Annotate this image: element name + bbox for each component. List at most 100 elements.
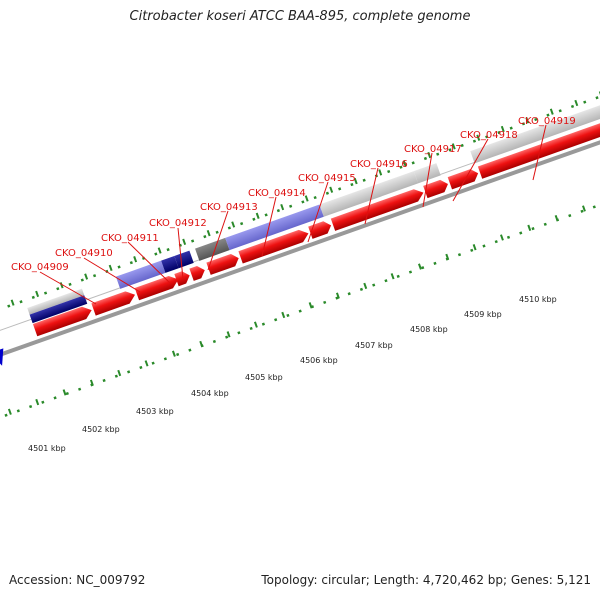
- major-tick: [171, 350, 176, 357]
- major-tick: [304, 195, 309, 202]
- kbp-label: 4501 kbp: [28, 444, 66, 453]
- feature-navy-block: [161, 255, 179, 273]
- kbp-label: 4503 kbp: [136, 407, 174, 416]
- origin-marker-icon: [0, 348, 4, 366]
- kbp-label: 4504 kbp: [191, 389, 229, 398]
- major-tick: [549, 108, 554, 115]
- major-tick: [335, 292, 340, 299]
- gene-label: CKO_04911: [101, 233, 159, 244]
- major-tick: [255, 212, 260, 219]
- major-tick: [35, 290, 40, 298]
- gene-label: CKO_04912: [149, 218, 207, 229]
- gene-label: CKO_04919: [518, 116, 576, 127]
- major-tick: [329, 186, 334, 193]
- major-tick: [62, 389, 67, 396]
- major-tick: [280, 203, 285, 211]
- major-tick: [500, 125, 505, 133]
- major-tick: [226, 331, 231, 338]
- gene-leader: [177, 227, 184, 280]
- feature-dark-grey-bar: [195, 237, 230, 261]
- cds-arrow: [91, 291, 136, 316]
- cds-arrow: [134, 275, 179, 301]
- major-tick: [157, 247, 162, 254]
- genome-backbone: [0, 128, 600, 367]
- gene-leader: [39, 271, 97, 305]
- map-title: Citrobacter koseri ATCC BAA-895, complet…: [129, 9, 471, 24]
- major-tick: [117, 369, 122, 377]
- major-tick: [89, 379, 94, 386]
- major-tick: [476, 134, 481, 141]
- feature-blue-bar: [225, 204, 324, 251]
- major-tick: [133, 256, 138, 263]
- major-tick: [59, 282, 64, 289]
- major-tick: [35, 398, 40, 406]
- genome-summary-text: Topology: circular; Length: 4,720,462 bp…: [261, 573, 591, 587]
- genome-strip: [0, 89, 600, 422]
- gene-leader: [83, 257, 141, 293]
- kbp-label: 4507 kbp: [355, 341, 393, 350]
- kbp-label: 4502 kbp: [82, 425, 120, 434]
- gene-leader: [261, 196, 277, 257]
- major-tick: [451, 143, 456, 150]
- gene-leader: [127, 241, 171, 284]
- cds-arrow: [189, 265, 205, 281]
- kbp-label: 4506 kbp: [300, 356, 338, 365]
- major-tick: [206, 230, 211, 237]
- gene-leader: [452, 138, 489, 202]
- feature-grey-bar: [319, 171, 419, 217]
- gene-leader: [307, 181, 329, 243]
- gene-leader: [532, 124, 547, 181]
- major-tick: [417, 263, 422, 270]
- major-tick: [353, 177, 358, 185]
- cds-arrow: [330, 189, 424, 231]
- feature-navy-block: [174, 250, 194, 269]
- kbp-labels: 4501 kbp 4502 kbp 4503 kbp 4504 kbp 4505…: [28, 295, 557, 453]
- major-tick: [574, 99, 579, 107]
- cds-arrow: [238, 229, 309, 264]
- major-tick: [500, 234, 504, 241]
- inner-major-ticks: [7, 205, 586, 415]
- kbp-label: 4508 kbp: [410, 325, 448, 334]
- accession-text: Accession: NC_009792: [9, 573, 146, 587]
- cds-arrow: [447, 169, 479, 190]
- major-tick: [108, 264, 113, 272]
- major-tick: [10, 299, 15, 306]
- major-tick: [390, 273, 395, 280]
- major-tick: [253, 321, 258, 328]
- major-tick: [199, 340, 204, 348]
- gene-leaders: [39, 124, 547, 305]
- gene-label: CKO_04917: [404, 144, 462, 155]
- kbp-label: 4505 kbp: [245, 373, 283, 382]
- outer-tick-ring: [0, 89, 600, 326]
- feature-grey-bar: [27, 288, 85, 315]
- gene-label: CKO_04909: [11, 262, 69, 273]
- major-tick: [402, 160, 407, 167]
- cds-arrow: [477, 113, 600, 179]
- major-tick: [84, 273, 89, 280]
- major-tick: [554, 214, 559, 222]
- gene-leader: [364, 167, 379, 225]
- feature-navy-bar: [29, 295, 88, 324]
- major-tick: [363, 282, 368, 290]
- feature-grey-bar: [413, 163, 441, 184]
- major-tick: [445, 253, 450, 261]
- gene-label: CKO_04916: [350, 159, 408, 170]
- outer-major-ticks: [10, 91, 600, 306]
- major-tick: [582, 205, 586, 212]
- feature-blue-bar: [115, 260, 166, 289]
- cds-arrow: [174, 271, 190, 287]
- gene-leader: [207, 210, 229, 271]
- gene-label: CKO_04918: [460, 130, 518, 141]
- major-tick: [231, 221, 236, 228]
- major-tick: [144, 360, 149, 367]
- feature-grey-bar: [470, 97, 600, 164]
- major-tick: [427, 151, 432, 159]
- gene-leader: [422, 152, 433, 208]
- major-tick: [525, 117, 530, 124]
- major-tick: [308, 302, 313, 309]
- gene-label: CKO_04914: [248, 188, 306, 199]
- major-tick: [182, 238, 187, 246]
- major-tick: [472, 244, 477, 251]
